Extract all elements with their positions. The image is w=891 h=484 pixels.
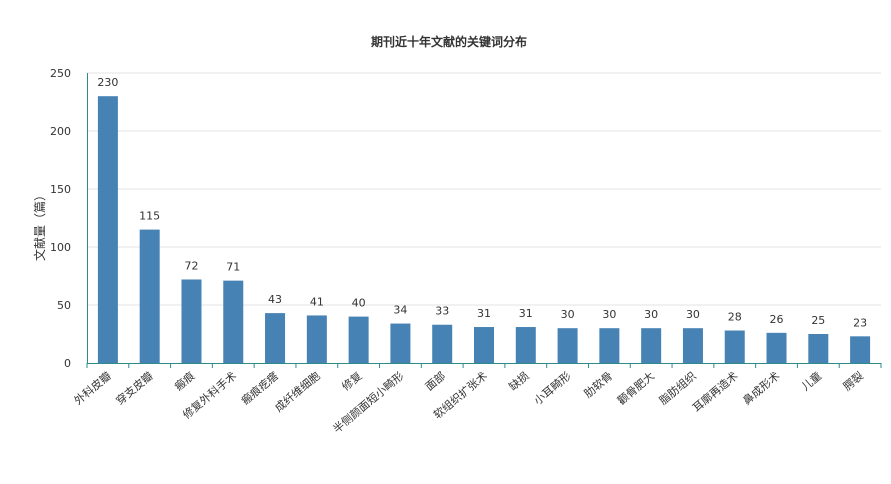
y-tick-label: 200	[50, 125, 71, 138]
bar	[766, 332, 787, 363]
value-label: 23	[853, 316, 867, 329]
value-label: 31	[477, 307, 491, 320]
category-label: 颧骨肥大	[614, 369, 657, 408]
bar	[641, 328, 662, 363]
value-label: 26	[770, 313, 784, 326]
y-tick-label: 100	[50, 241, 71, 254]
value-label: 31	[519, 307, 533, 320]
bars	[97, 96, 871, 363]
y-tick-label: 150	[50, 183, 71, 196]
category-label: 腭裂	[841, 369, 866, 393]
value-label: 25	[811, 314, 825, 327]
category-label: 瘢痕	[172, 369, 198, 394]
bar	[139, 229, 160, 363]
category-label: 肋软骨	[581, 369, 615, 401]
category-label: 成纤维细胞	[272, 369, 322, 414]
bar	[724, 330, 745, 363]
category-label: 小耳畸形	[531, 369, 574, 408]
category-label: 外科皮瓣	[71, 369, 114, 408]
y-tick-label: 0	[64, 357, 71, 370]
value-labels: 230 115 72 71 43 41 40 34 33 31 31 30 30 30 30 28 26 25 23	[97, 76, 867, 329]
y-axis-ticks: 0 50 100 150 200 250	[50, 67, 71, 370]
bar	[97, 96, 118, 363]
value-label: 43	[268, 293, 282, 306]
value-label: 33	[435, 305, 449, 318]
bar	[808, 334, 829, 363]
value-label: 72	[184, 259, 198, 272]
value-label: 30	[686, 308, 700, 321]
bar	[348, 316, 369, 363]
value-label: 41	[310, 295, 324, 308]
bar	[557, 328, 578, 363]
x-axis-ticks	[86, 363, 882, 368]
value-label: 30	[644, 308, 658, 321]
bar	[850, 336, 871, 363]
category-label: 缺损	[506, 369, 532, 394]
y-tick-label: 50	[57, 299, 71, 312]
category-label: 儿童	[798, 369, 824, 394]
bar	[682, 328, 703, 363]
bar	[432, 324, 453, 363]
category-label: 面部	[422, 369, 448, 394]
bar	[474, 327, 494, 363]
bar	[515, 327, 536, 363]
y-axis-label: 文献量（篇）	[32, 189, 47, 261]
category-label: 鼻成形术	[740, 369, 783, 408]
category-label: 修复	[339, 369, 365, 394]
value-label: 34	[393, 304, 407, 317]
bar	[306, 315, 327, 363]
value-label: 115	[139, 210, 160, 223]
value-label: 71	[226, 261, 240, 274]
category-label: 穿支皮瓣	[113, 369, 156, 408]
category-label: 耳廓再造术	[690, 369, 741, 415]
bar	[390, 323, 411, 363]
chart-title: 期刊近十年文献的关键词分布	[371, 34, 527, 49]
value-label: 30	[602, 308, 616, 321]
bar	[265, 313, 286, 363]
y-tick-label: 250	[50, 67, 71, 80]
value-label: 40	[352, 297, 366, 310]
value-label: 30	[561, 308, 575, 321]
value-label: 230	[97, 76, 118, 89]
bar	[223, 280, 244, 363]
category-label: 半侧颜面短小畸形	[330, 369, 406, 436]
bar	[599, 328, 620, 363]
bar	[181, 279, 202, 363]
value-label: 28	[728, 311, 742, 324]
gridlines	[87, 72, 881, 306]
